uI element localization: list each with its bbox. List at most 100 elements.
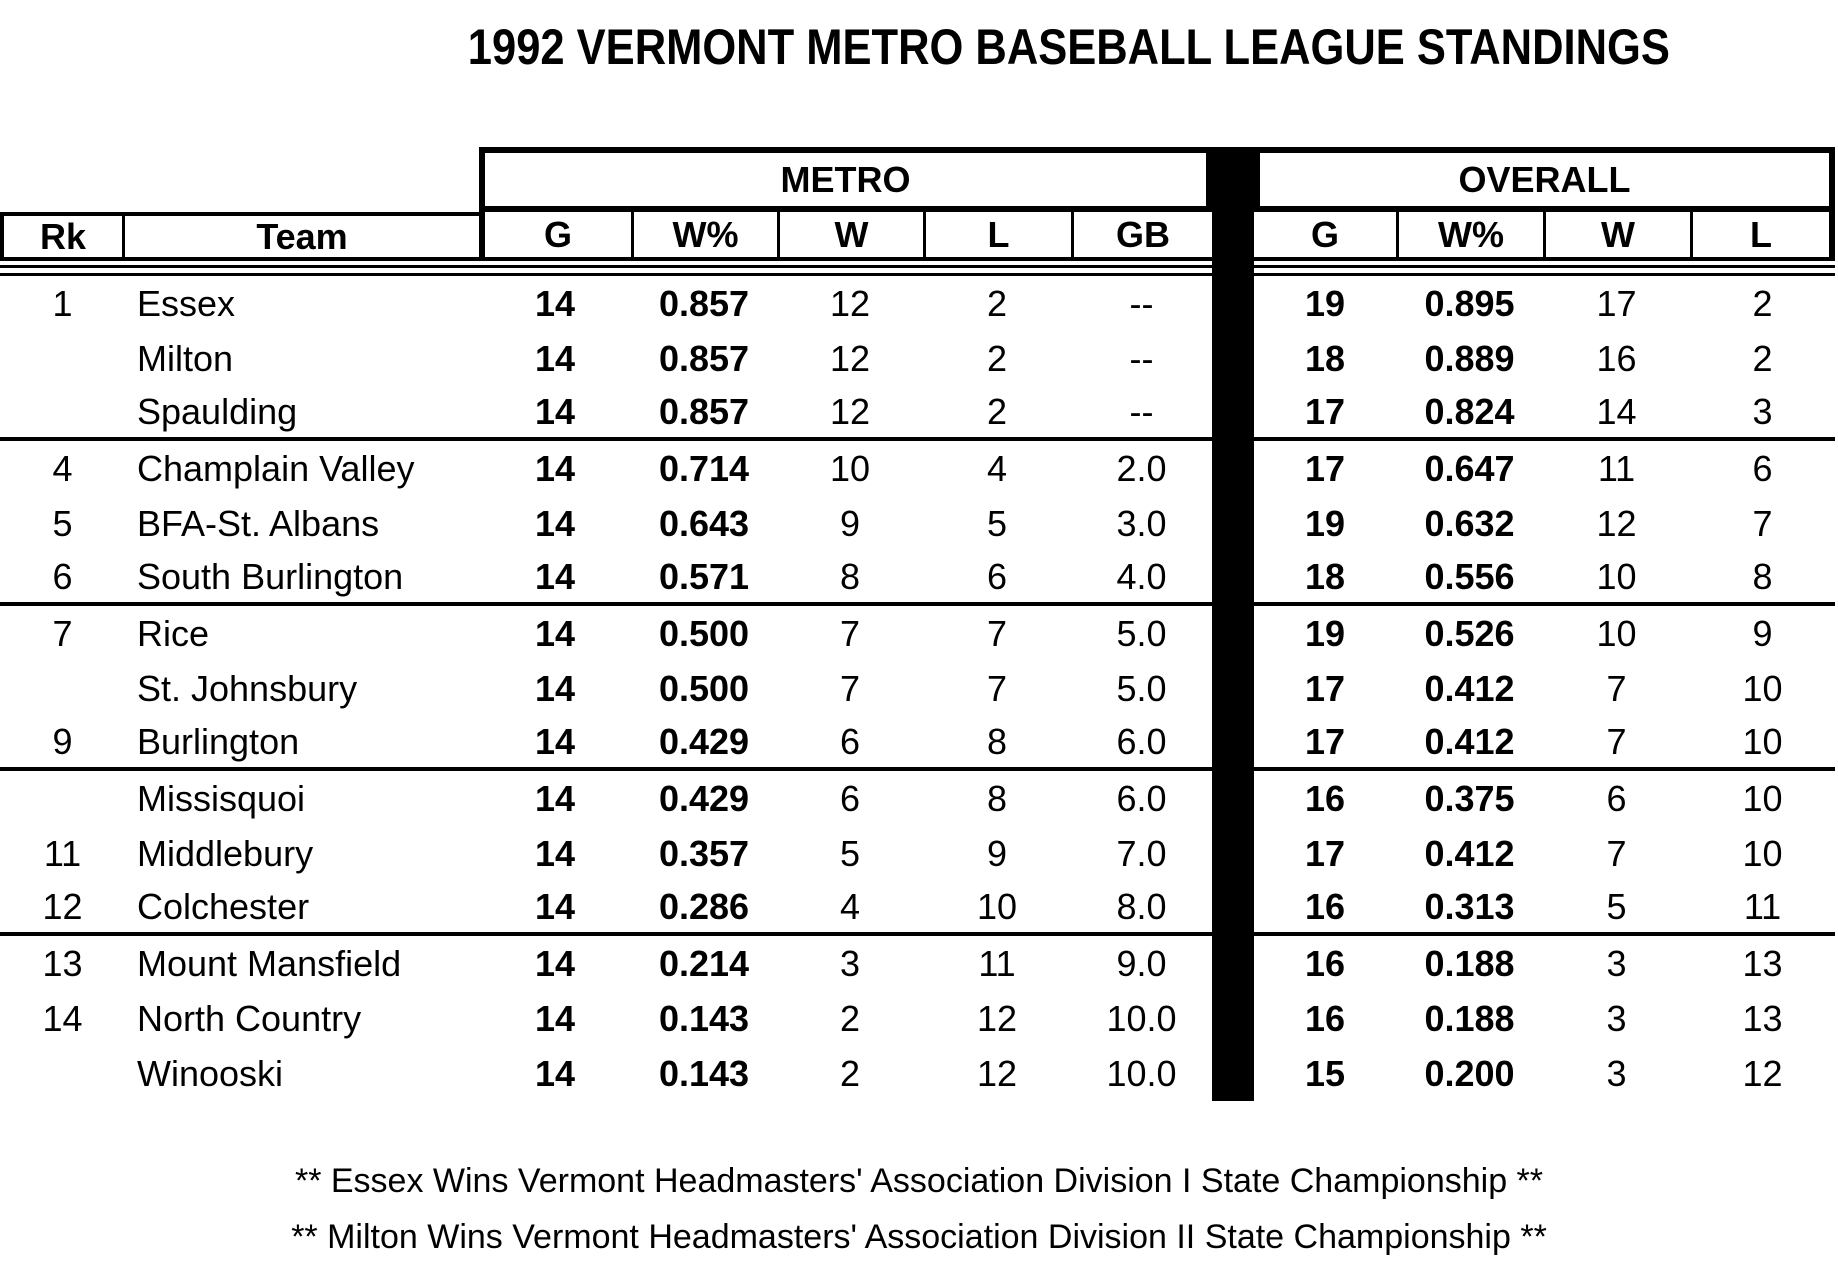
team-cell: Winooski xyxy=(137,1052,284,1094)
metro-losses-cell: 8 xyxy=(986,777,1008,819)
standings-rows: 1 Essex 14 0.857 12 2 -- 19 0.895 17 2 Milton 14 0.85… xyxy=(0,276,1835,1101)
metro-winpct-cell: 0.857 xyxy=(658,390,750,432)
metro-gamesback-column-header: GB xyxy=(1071,212,1212,261)
overall-winpct-cell: 0.556 xyxy=(1424,555,1515,597)
overall-winpct-cell: 0.412 xyxy=(1424,720,1515,762)
metro-winpct-cell: 0.500 xyxy=(658,612,750,654)
metro-gamesback-cell: 10.0 xyxy=(1106,1052,1177,1094)
metro-games-cell: 14 xyxy=(534,612,576,654)
overall-winpct-cell: 0.412 xyxy=(1424,832,1515,874)
overall-losses-column-header: L xyxy=(1690,212,1835,261)
rank-column-header: Rk xyxy=(0,212,125,261)
page-title-text: 1992 VERMONT METRO BASEBALL LEAGUE STAND… xyxy=(467,19,1671,75)
metro-wins-column-header: W xyxy=(777,212,923,261)
overall-winpct-cell: 0.647 xyxy=(1424,447,1515,489)
metro-losses-cell: 2 xyxy=(986,337,1008,379)
metro-games-cell: 14 xyxy=(534,282,576,324)
overall-games-cell: 17 xyxy=(1304,832,1346,874)
rank-cell: 6 xyxy=(52,555,73,597)
overall-losses-cell: 2 xyxy=(1752,282,1773,324)
team-row: 5 BFA-St. Albans 14 0.643 9 5 3.0 19 0.632 12 7 xyxy=(0,496,1835,551)
metro-winpct-cell: 0.143 xyxy=(658,1052,750,1094)
overall-wins-cell: 3 xyxy=(1606,1052,1627,1094)
metro-winpct-cell: 0.429 xyxy=(658,720,750,762)
metro-winpct-cell: 0.643 xyxy=(658,502,750,544)
footnote-division2: ** Milton Wins Vermont Headmasters' Asso… xyxy=(291,1218,1547,1256)
metro-winpct-cell: 0.500 xyxy=(658,667,750,709)
rank-cell: 12 xyxy=(42,885,83,927)
overall-losses-cell: 7 xyxy=(1752,502,1773,544)
section-divider-bar xyxy=(1212,936,1254,991)
overall-games-column-header: G xyxy=(1254,212,1396,261)
section-divider-bar xyxy=(1212,771,1254,826)
metro-games-cell: 14 xyxy=(534,667,576,709)
overall-wins-cell: 7 xyxy=(1606,720,1627,762)
column-header-row: Rk Team G W% W L GB G W% W L xyxy=(0,212,1835,261)
overall-losses-cell: 8 xyxy=(1752,555,1773,597)
overall-games-cell: 17 xyxy=(1304,447,1346,489)
metro-games-cell: 14 xyxy=(534,720,576,762)
page-title: 1992 VERMONT METRO BASEBALL LEAGUE STAND… xyxy=(300,16,1838,78)
section-divider-bar xyxy=(1212,551,1254,602)
overall-winpct-cell: 0.188 xyxy=(1424,997,1515,1039)
overall-games-cell: 16 xyxy=(1304,997,1346,1039)
overall-games-cell: 18 xyxy=(1304,555,1346,597)
team-cell: Essex xyxy=(137,282,236,324)
metro-wins-cell: 12 xyxy=(829,390,871,432)
metro-games-column-header: G xyxy=(479,212,631,261)
metro-gamesback-cell: 10.0 xyxy=(1106,997,1177,1039)
overall-wins-cell: 5 xyxy=(1606,885,1627,927)
team-cell: Rice xyxy=(137,612,210,654)
overall-losses-cell: 13 xyxy=(1742,997,1783,1039)
metro-games-cell: 14 xyxy=(534,885,576,927)
section-header-row: METRO OVERALL xyxy=(0,147,1835,212)
metro-winpct-cell: 0.571 xyxy=(658,555,750,597)
rank-cell: 9 xyxy=(52,720,73,762)
team-row: 12 Colchester 14 0.286 4 10 8.0 16 0.313 5 11 xyxy=(0,881,1835,936)
metro-wins-cell: 7 xyxy=(839,667,861,709)
overall-section-header: OVERALL xyxy=(1254,147,1835,212)
metro-gamesback-cell: -- xyxy=(1129,390,1154,432)
overall-games-cell: 16 xyxy=(1304,885,1346,927)
overall-winpct-cell: 0.313 xyxy=(1424,885,1515,927)
overall-losses-cell: 12 xyxy=(1742,1052,1783,1094)
overall-winpct-cell: 0.188 xyxy=(1424,942,1515,984)
overall-wins-cell: 10 xyxy=(1596,555,1637,597)
overall-wins-cell: 11 xyxy=(1597,447,1636,489)
metro-games-cell: 14 xyxy=(534,777,576,819)
team-cell: Middlebury xyxy=(137,832,314,874)
overall-games-cell: 16 xyxy=(1304,777,1346,819)
team-cell: Burlington xyxy=(137,720,300,762)
overall-wins-cell: 3 xyxy=(1606,997,1627,1039)
metro-winpct-cell: 0.143 xyxy=(658,997,750,1039)
metro-losses-cell: 4 xyxy=(986,447,1008,489)
metro-losses-cell: 7 xyxy=(986,612,1008,654)
metro-games-cell: 14 xyxy=(534,447,576,489)
section-divider-bar xyxy=(1212,661,1254,716)
metro-games-cell: 14 xyxy=(534,390,576,432)
overall-losses-cell: 6 xyxy=(1752,447,1773,489)
rank-cell xyxy=(0,1046,125,1101)
metro-winpct-column-header: W% xyxy=(631,212,777,261)
overall-wins-cell: 3 xyxy=(1606,942,1627,984)
rank-cell: 14 xyxy=(42,997,83,1039)
overall-losses-cell: 10 xyxy=(1742,832,1783,874)
metro-gamesback-cell: 8.0 xyxy=(1116,885,1167,927)
overall-wins-cell: 7 xyxy=(1606,667,1627,709)
metro-winpct-cell: 0.214 xyxy=(658,942,750,984)
metro-losses-cell: 2 xyxy=(986,390,1008,432)
overall-winpct-column-header: W% xyxy=(1396,212,1543,261)
rank-cell xyxy=(0,661,125,716)
overall-winpct-cell: 0.375 xyxy=(1424,777,1515,819)
metro-losses-cell: 10 xyxy=(976,885,1018,927)
team-row: 11 Middlebury 14 0.357 5 9 7.0 17 0.412 7 10 xyxy=(0,826,1835,881)
overall-winpct-cell: 0.824 xyxy=(1424,390,1515,432)
overall-wins-cell: 12 xyxy=(1596,502,1637,544)
overall-losses-cell: 3 xyxy=(1752,390,1773,432)
metro-winpct-cell: 0.857 xyxy=(658,282,750,324)
team-cell: Missisquoi xyxy=(137,777,306,819)
rank-cell: 11 xyxy=(43,832,82,874)
team-row: St. Johnsbury 14 0.500 7 7 5.0 17 0.412 7 10 xyxy=(0,661,1835,716)
section-divider-bar xyxy=(1212,606,1254,661)
team-cell: North Country xyxy=(137,997,362,1039)
